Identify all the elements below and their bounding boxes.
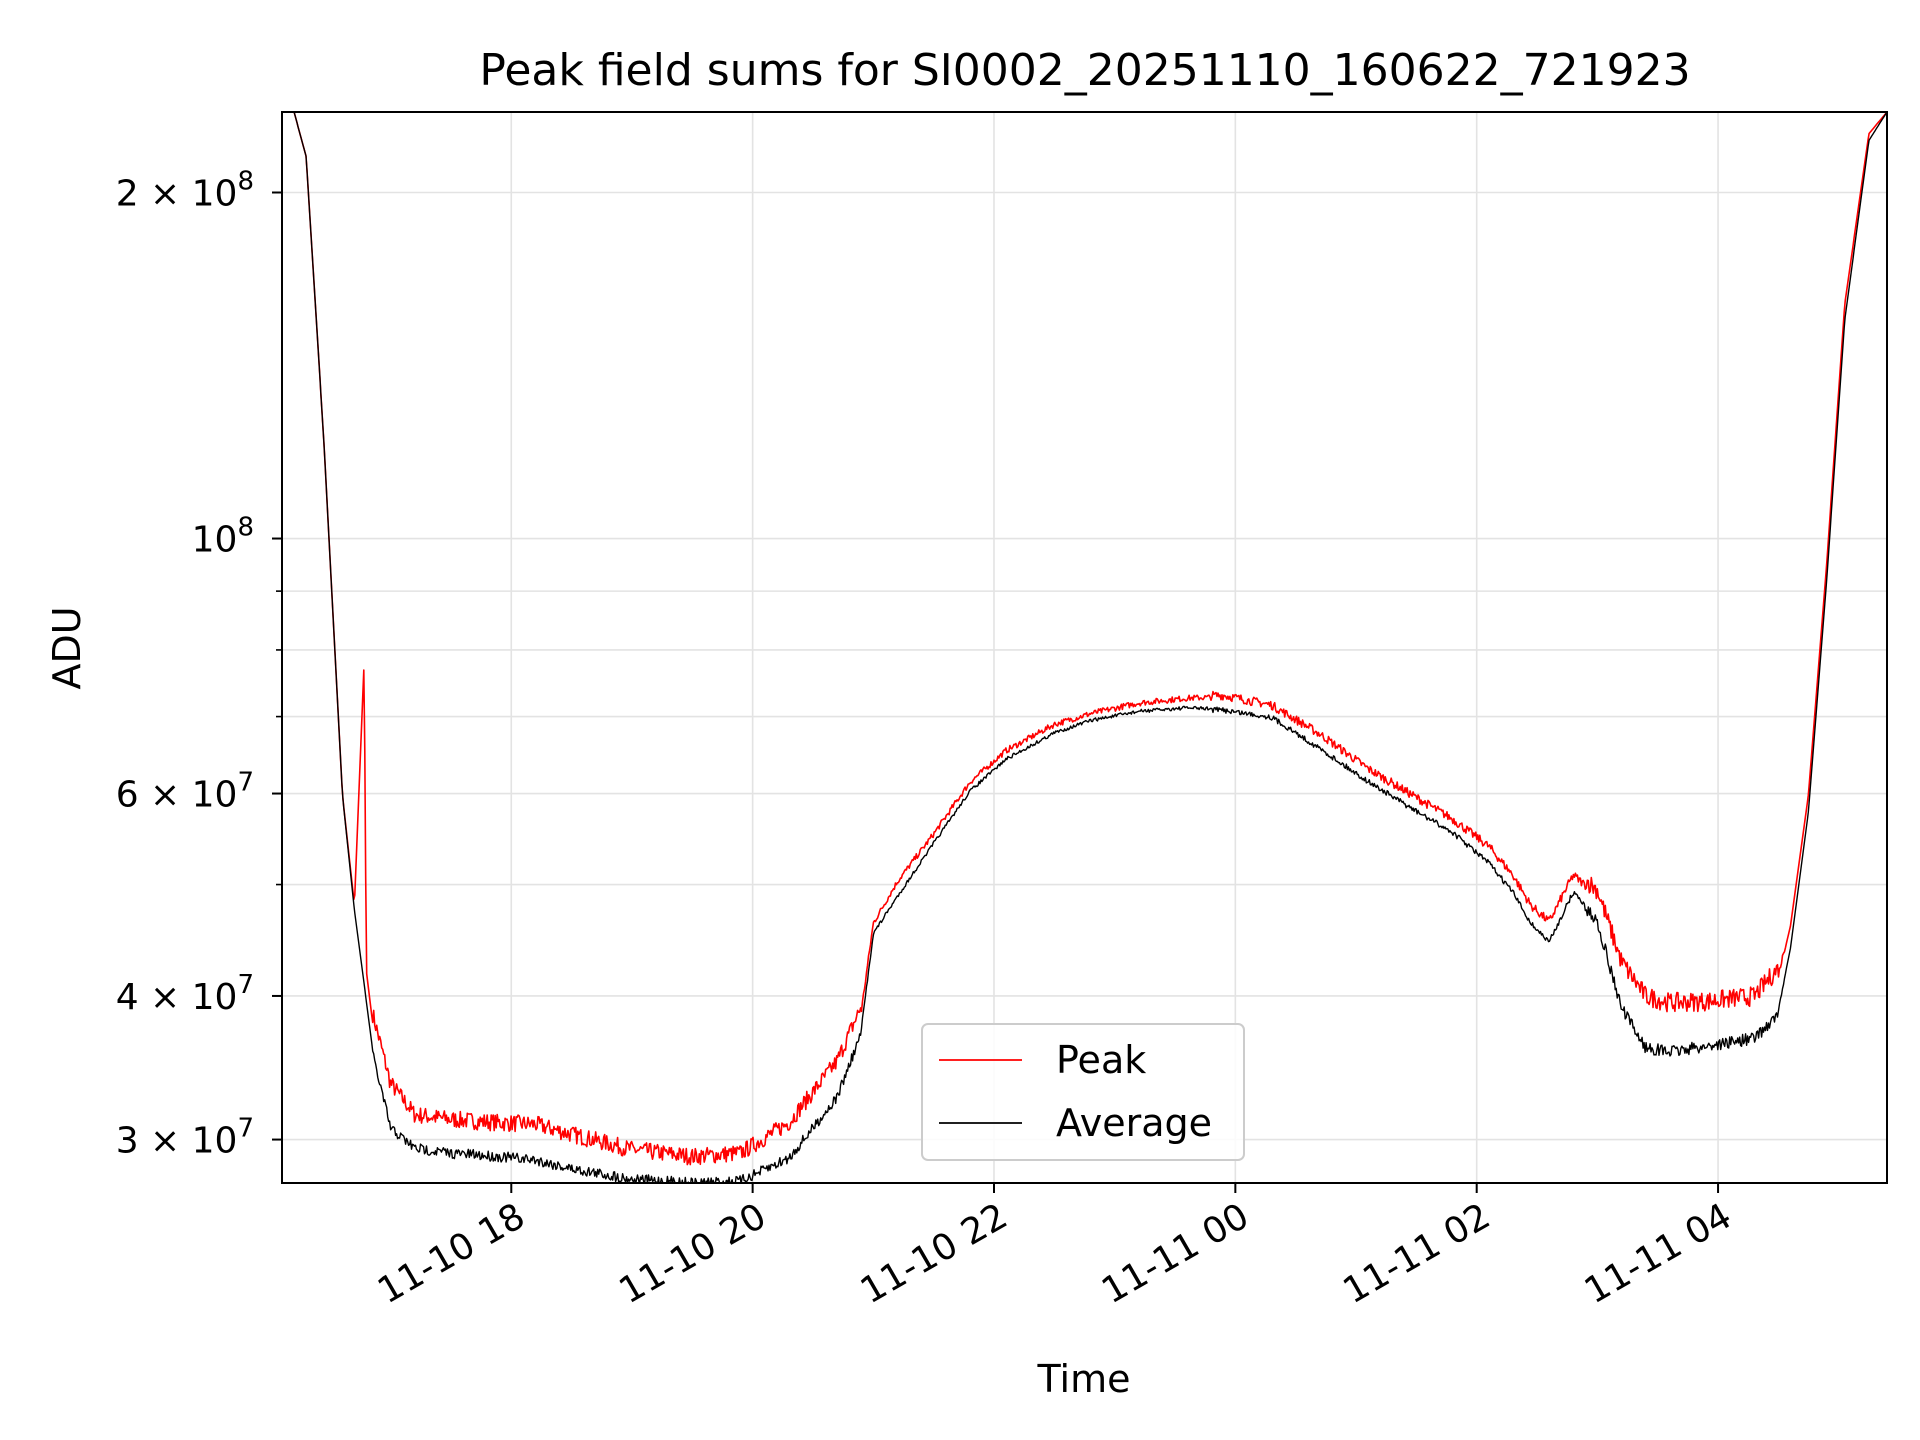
x-axis-label: Time [1037, 1357, 1131, 1401]
y-tick-label-exponent: 7 [237, 970, 254, 1000]
y-tick-label-exponent: 7 [237, 768, 254, 798]
y-tick-label: 108 [192, 513, 254, 561]
y-tick-label: 2 × 108 [116, 167, 254, 215]
y-tick-label: 6 × 107 [116, 768, 254, 816]
y-tick-label-exponent: 8 [237, 513, 254, 543]
plot-frame [281, 111, 1888, 1184]
y-tick-label-base: 10 [192, 520, 238, 561]
y-axis-label: ADU [45, 606, 89, 689]
legend-box [921, 1023, 1245, 1161]
y-tick-label-base: 3 × 10 [116, 1121, 238, 1162]
series-line-average [293, 112, 1887, 1183]
y-tick-label: 3 × 107 [116, 1114, 254, 1162]
legend: Peak Average [921, 1023, 1245, 1161]
series-line-peak [293, 112, 1887, 1166]
y-tick-label-base: 6 × 10 [116, 775, 238, 816]
y-tick-label-exponent: 8 [237, 167, 254, 197]
legend-label-peak: Peak [1056, 1038, 1146, 1082]
series-layer [293, 112, 1887, 1183]
legend-label-average: Average [1056, 1101, 1212, 1145]
y-tick-label-exponent: 7 [237, 1114, 254, 1144]
y-tick-label: 4 × 107 [116, 970, 254, 1018]
chart-title: Peak field sums for SI0002_20251110_1606… [479, 45, 1690, 96]
y-tick-label-base: 2 × 10 [116, 174, 238, 215]
y-tick-label-base: 4 × 10 [116, 977, 238, 1018]
